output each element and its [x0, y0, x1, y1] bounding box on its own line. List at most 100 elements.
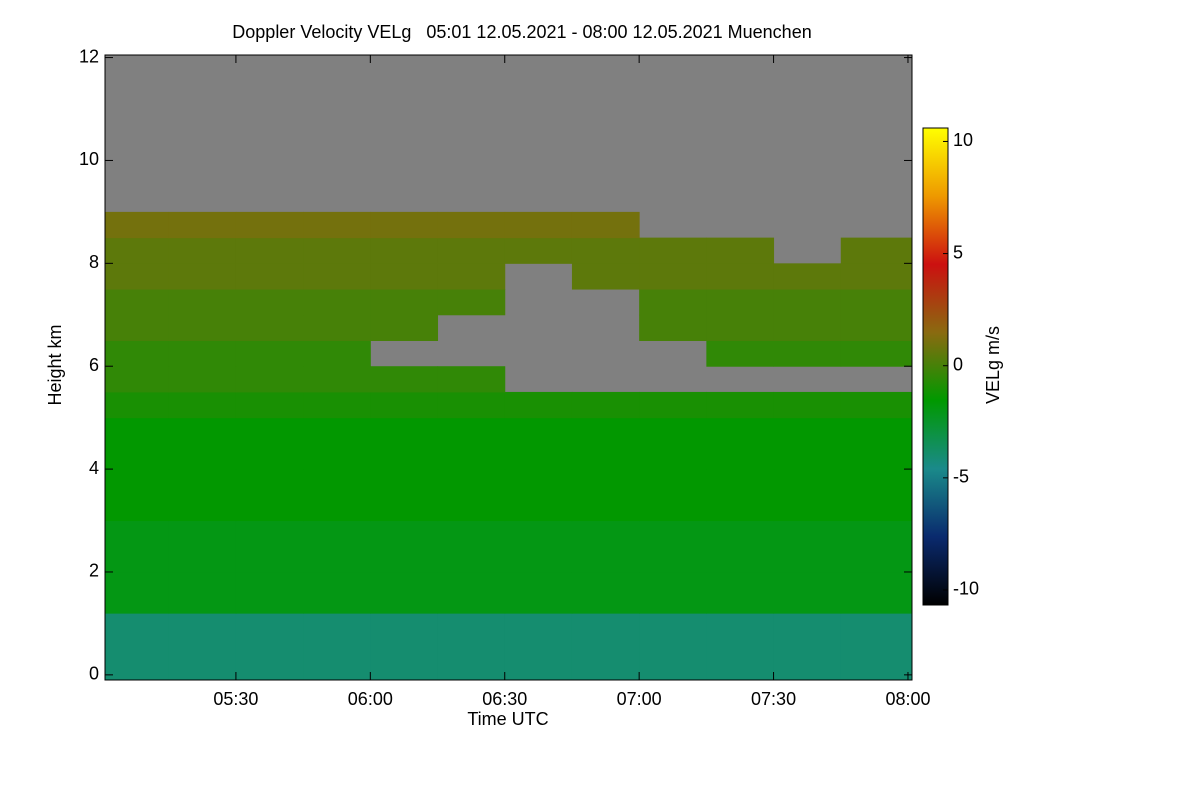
y-tick-label: 2	[89, 561, 99, 581]
heatmap-cell	[840, 520, 913, 573]
heatmap-cell	[840, 314, 913, 341]
heatmap-cell	[105, 391, 170, 419]
heatmap-cell	[303, 211, 371, 239]
heatmap-cell	[437, 469, 506, 522]
heatmap-cell	[303, 417, 371, 470]
heatmap-cell	[571, 613, 640, 681]
heatmap-cell	[571, 237, 640, 264]
heatmap-cell	[303, 340, 371, 367]
colorbar-tick-label: 5	[953, 242, 963, 262]
heatmap-cell	[571, 391, 640, 419]
heatmap-cell	[840, 571, 913, 614]
heatmap-cell	[303, 366, 371, 393]
x-axis-label: Time UTC	[467, 709, 548, 729]
heatmap-cell	[437, 211, 506, 239]
colorbar-tick-label: 10	[953, 130, 973, 150]
heatmap-cell	[639, 237, 707, 264]
heatmap-cell	[706, 613, 775, 681]
heatmap-cell	[504, 469, 573, 522]
heatmap-cell	[168, 314, 237, 341]
heatmap-cell	[168, 263, 237, 290]
heatmap-cell	[571, 469, 640, 522]
colorbar-tick-label: -5	[953, 467, 969, 487]
heatmap-cell	[303, 469, 371, 522]
heatmap-cell	[105, 613, 170, 681]
x-tick-label: 08:00	[885, 689, 930, 709]
heatmap-cell	[773, 520, 842, 573]
heatmap-cell	[370, 391, 439, 419]
heatmap-cell	[706, 469, 775, 522]
heatmap-cell	[773, 263, 842, 290]
heatmap-cell	[168, 417, 237, 470]
heatmap-cell	[370, 571, 439, 614]
colorbar-tick-label: -10	[953, 579, 979, 599]
heatmap-cell	[504, 391, 573, 419]
colorbar-label: VELg m/s	[983, 326, 1003, 404]
y-tick-label: 6	[89, 355, 99, 375]
heatmap-cell	[105, 237, 170, 264]
heatmap-cell	[504, 520, 573, 573]
heatmap-cell	[639, 289, 707, 316]
heatmap-cell	[303, 613, 371, 681]
heatmap-cell	[706, 417, 775, 470]
heatmap-cell	[168, 237, 237, 264]
heatmap-cell	[370, 263, 439, 290]
heatmap-cell	[168, 340, 237, 367]
heatmap-cell	[571, 520, 640, 573]
heatmap-cell	[235, 340, 304, 367]
heatmap-cell	[235, 391, 304, 419]
heatmap-cell	[773, 391, 842, 419]
heatmap-cell	[773, 613, 842, 681]
heatmap-cell	[840, 613, 913, 681]
heatmap-cell	[303, 314, 371, 341]
heatmap-cell	[639, 314, 707, 341]
heatmap-cell	[437, 237, 506, 264]
heatmap-cell	[370, 366, 439, 393]
heatmap-cell	[370, 211, 439, 239]
heatmap-cell	[437, 417, 506, 470]
x-tick-label: 06:00	[348, 689, 393, 709]
heatmap-cell	[773, 417, 842, 470]
heatmap-cell	[303, 263, 371, 290]
x-tick-label: 05:30	[213, 689, 258, 709]
heatmap-cell	[773, 340, 842, 367]
heatmap-cell	[504, 211, 573, 239]
heatmap-cell	[773, 571, 842, 614]
heatmap-cell	[105, 571, 170, 614]
chart-title: Doppler Velocity VELg 05:01 12.05.2021 -…	[232, 22, 811, 42]
heatmap-cell	[639, 391, 707, 419]
heatmap-cell	[639, 263, 707, 290]
heatmap-cell	[504, 613, 573, 681]
heatmap-cell	[840, 417, 913, 470]
heatmap-cell	[168, 211, 237, 239]
heatmap-cell	[706, 340, 775, 367]
heatmap-cell	[437, 289, 506, 316]
heatmap-cell	[235, 469, 304, 522]
heatmap-cell	[773, 289, 842, 316]
heatmap-cell	[105, 314, 170, 341]
heatmap-cell	[571, 211, 640, 239]
heatmap-cell	[303, 237, 371, 264]
heatmap-cell	[571, 571, 640, 614]
heatmap-cell	[235, 520, 304, 573]
heatmap-cell	[437, 613, 506, 681]
heatmap-cell	[639, 520, 707, 573]
heatmap-cell	[168, 289, 237, 316]
x-tick-label: 07:30	[751, 689, 796, 709]
heatmap-cell	[105, 417, 170, 470]
heatmap-cell	[840, 340, 913, 367]
heatmap-cell	[840, 237, 913, 264]
heatmap-cell	[706, 571, 775, 614]
heatmap-cell	[235, 211, 304, 239]
heatmap-cell	[235, 417, 304, 470]
heatmap-cell	[303, 391, 371, 419]
y-axis-label: Height km	[45, 324, 65, 405]
y-tick-label: 0	[89, 664, 99, 684]
heatmap-cell	[370, 469, 439, 522]
plot-frame	[104, 54, 913, 681]
heatmap-cell	[105, 289, 170, 316]
heatmap-cell	[840, 391, 913, 419]
y-tick-label: 8	[89, 252, 99, 272]
heatmap-cell	[235, 613, 304, 681]
